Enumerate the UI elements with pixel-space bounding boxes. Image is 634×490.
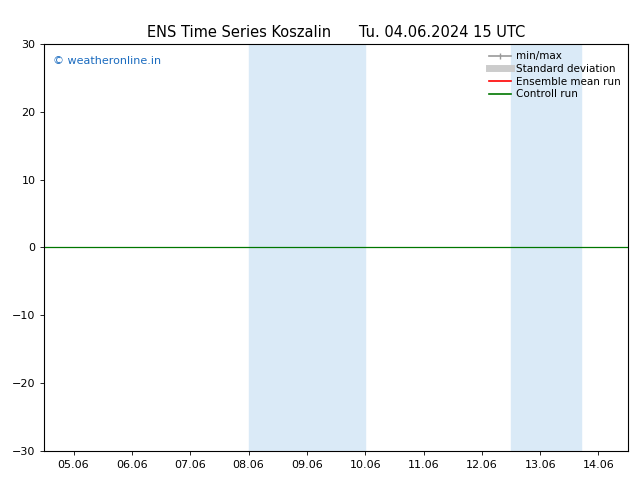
Bar: [249, 44, 365, 451]
Legend: min/max, Standard deviation, Ensemble mean run, Controll run: min/max, Standard deviation, Ensemble me…: [486, 49, 623, 101]
Title: ENS Time Series Koszalin      Tu. 04.06.2024 15 UTC: ENS Time Series Koszalin Tu. 04.06.2024 …: [147, 25, 525, 40]
Bar: [511, 44, 581, 451]
Text: © weatheronline.in: © weatheronline.in: [53, 56, 161, 66]
